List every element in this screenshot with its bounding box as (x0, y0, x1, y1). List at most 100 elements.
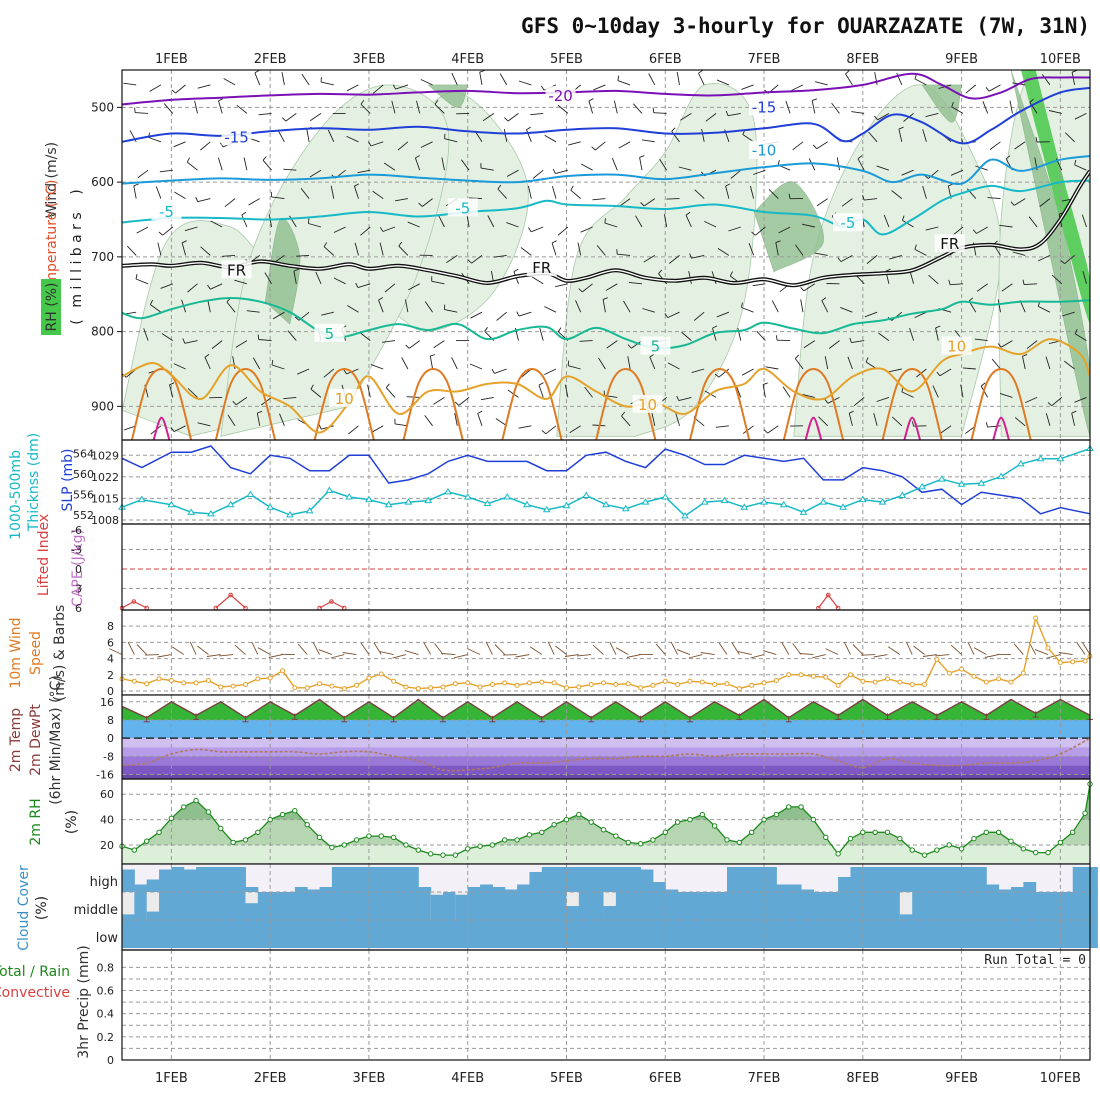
wind-barb-flag (763, 429, 768, 434)
wind-barb (461, 159, 470, 171)
wind-speed-point (415, 686, 421, 692)
thickness-label: 1000-500mb (8, 450, 24, 540)
wind-barb-flag (526, 126, 531, 131)
cloud-bar-low (134, 920, 148, 948)
wind-barb (715, 425, 729, 428)
rh2-label-a: 2m RH (28, 798, 44, 845)
wind-barb-flag (588, 98, 594, 102)
wind-barb (999, 224, 1013, 228)
wind-barb (678, 396, 692, 402)
cloud-bar-middle (307, 892, 321, 920)
cloud-bar-high (1010, 887, 1024, 892)
cloud-bar-high (208, 867, 222, 892)
cloud-bar-low (776, 920, 790, 948)
wind-speed-point (181, 680, 187, 686)
wind-barb (506, 222, 519, 228)
wind-barb-flag (849, 337, 852, 343)
wind-barb (643, 198, 656, 207)
wind-barb (309, 113, 322, 122)
wind-barb-10m (441, 653, 456, 655)
wind-barb-flag (158, 231, 163, 236)
wind-barb (753, 169, 766, 175)
wind-barb-10m (592, 644, 604, 655)
lifted-index-line (215, 594, 246, 609)
wind-barb-10m (494, 644, 506, 655)
wind-barb-flag (170, 427, 175, 432)
wind-barb-10m (127, 641, 135, 655)
wind-barb (727, 112, 741, 117)
contour-label: -20 (548, 87, 573, 105)
wind-barb-flag (528, 227, 532, 233)
wind-barb-flag (133, 183, 139, 187)
wind-barb (321, 311, 334, 316)
cloud-bar-low (912, 920, 926, 948)
wind-barb (197, 84, 211, 89)
wind-speed-point (736, 686, 742, 692)
wind-speed-point (934, 656, 940, 662)
wind-barb (795, 244, 804, 256)
rh-point (786, 804, 792, 810)
wind-barb (641, 139, 655, 143)
cloud-bar-low (257, 920, 271, 948)
rh-point (156, 829, 162, 835)
wind-barb-flag (135, 274, 138, 280)
contour--15 (122, 86, 1090, 145)
wind-barb (960, 384, 964, 398)
wind-barb (157, 242, 162, 256)
rh-point (1070, 829, 1076, 835)
wind-barb-10m (515, 654, 530, 658)
wind-barb (429, 356, 434, 370)
wind-barb (1062, 311, 1075, 317)
wind-barb (741, 307, 754, 313)
rh-point (563, 816, 570, 823)
cloud-bar-low (801, 920, 814, 948)
wind-speed-point (835, 682, 841, 688)
temp-minmax (933, 713, 940, 720)
wind-barb (785, 100, 791, 114)
wind-speed-point (823, 674, 829, 680)
temp-minmax (291, 713, 298, 720)
contour-label: 10 (335, 390, 354, 408)
wind-barb (752, 283, 766, 287)
wind-barb-10m (887, 646, 901, 655)
cloud-bar-low (665, 920, 679, 948)
contour-label: FR (227, 261, 246, 279)
cloud-bar-low (171, 920, 185, 948)
wind-speed-point (650, 682, 656, 688)
wind-barb (768, 189, 779, 199)
thickness-marker (503, 493, 512, 500)
cloud-bar-high (961, 867, 975, 892)
wind-barb (831, 102, 840, 114)
wind-barb (333, 277, 346, 285)
wind-speed-point (403, 684, 409, 690)
cloud-bar-middle (973, 892, 987, 920)
date-label: 7FEB (748, 1071, 781, 1086)
cloud-bar-low (146, 920, 160, 948)
wind-barb (354, 242, 359, 256)
cloud-bar-high (418, 887, 432, 892)
wind-barb-10m (967, 641, 975, 655)
cloud-bar-middle (529, 892, 543, 920)
cloud-bar-high (554, 867, 567, 892)
wind-barb-flag (479, 70, 485, 73)
wind-barb-flag (591, 146, 596, 151)
wind-barb-flag (271, 360, 274, 366)
wind-barb (848, 413, 853, 426)
cloud-bar-middle (628, 892, 642, 920)
slp-line (121, 445, 1091, 515)
wind-barb (544, 306, 557, 313)
wind-barb (446, 255, 458, 263)
cloud-bar-middle (183, 892, 197, 920)
wind10-label-c: (m/s) & Barbs (52, 605, 68, 702)
temp-band (122, 756, 1090, 766)
cloud-bar-high (233, 867, 246, 892)
wind-barb-flag (652, 107, 655, 113)
wind-barb-10m (547, 641, 555, 655)
tick-label: 556 (73, 488, 94, 501)
tick-label: 60 (100, 788, 114, 801)
wind-speed-point (601, 680, 607, 686)
date-label: 3FEB (352, 1071, 385, 1086)
side-labels: Wind (m/s) Temperature (°C) RH (%) m i l… (0, 142, 92, 1059)
wind-barb-10m (762, 650, 777, 655)
cloud-bar-low (381, 920, 395, 948)
